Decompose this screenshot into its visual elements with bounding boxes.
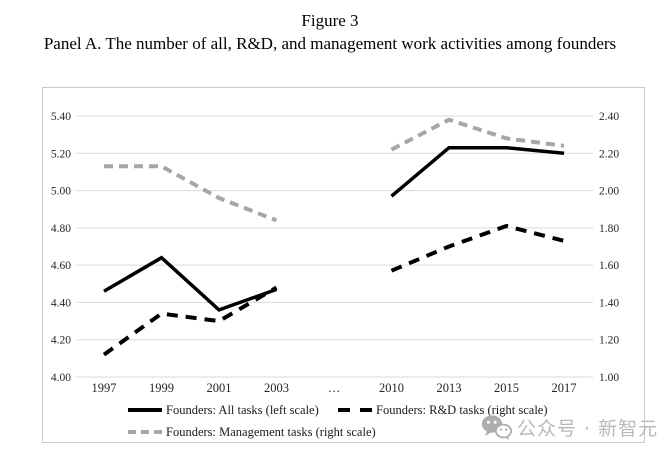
- left-axis-tick: 4.60: [51, 260, 71, 272]
- left-axis-tick: 5.20: [51, 148, 71, 160]
- x-axis-tick: 2013: [437, 381, 462, 395]
- legend-item: Founders: All tasks (left scale): [127, 403, 319, 417]
- legend-item: Founders: Management tasks (right scale): [127, 425, 376, 439]
- x-axis-tick: 1999: [149, 381, 174, 395]
- right-axis-tick: 1.00: [599, 372, 619, 384]
- legend-item: Founders: R&D tasks (right scale): [337, 403, 548, 417]
- left-axis-tick: 4.00: [51, 372, 71, 384]
- series-line: [103, 255, 278, 312]
- x-axis-tick: 1997: [92, 381, 117, 395]
- right-axis-tick: 2.20: [599, 148, 619, 160]
- x-axis-tick: …: [328, 381, 341, 395]
- x-axis-tick: 2001: [207, 381, 232, 395]
- left-axis-tick: 4.40: [51, 297, 71, 309]
- right-axis-tick: 1.60: [599, 260, 619, 272]
- right-axis-tick: 1.20: [599, 335, 619, 347]
- series-line: [102, 285, 278, 357]
- series-line: [390, 117, 565, 152]
- legend-line-sample: [338, 408, 372, 412]
- figure-title: Figure 3: [301, 11, 359, 30]
- line-chart: 5.40 2.40 5.20 2.20 5.00 2.00 4.80 1.80 4.60 1.60…: [51, 111, 620, 395]
- legend-line-sample: [128, 430, 162, 434]
- series-line: [390, 145, 565, 198]
- wechat-icon: [481, 415, 512, 440]
- legend-label: Founders: All tasks (left scale): [166, 402, 319, 417]
- left-axis-tick: 5.00: [51, 186, 71, 198]
- figure-title-block: Figure 3 Panel A. The number of all, R&D…: [0, 10, 660, 55]
- left-axis-tick: 4.20: [51, 335, 71, 347]
- left-axis-tick: 4.80: [51, 223, 71, 235]
- right-axis-tick: 2.00: [599, 186, 619, 198]
- watermark-text: 公众号 · 新智元: [517, 418, 659, 440]
- x-axis-tick: 2003: [264, 381, 289, 395]
- right-axis-tick: 1.40: [599, 297, 619, 309]
- watermark: 公众号 · 新智元: [481, 414, 658, 441]
- chart-panel: 5.40 2.40 5.20 2.20 5.00 2.00 4.80 1.80 4.60 1.60…: [42, 87, 645, 443]
- legend-line-sample: [128, 408, 162, 412]
- right-axis-tick: 1.80: [599, 223, 619, 235]
- right-axis-tick: 2.40: [599, 111, 619, 123]
- series-line: [390, 223, 565, 273]
- legend-label: Founders: Management tasks (right scale): [166, 424, 376, 439]
- figure-subtitle: Panel A. The number of all, R&D, and man…: [43, 34, 617, 53]
- x-axis-tick: 2010: [379, 381, 404, 395]
- legend-label: Founders: R&D tasks (right scale): [376, 402, 548, 417]
- series-line: [104, 164, 278, 223]
- x-axis-tick: 2017: [552, 381, 577, 395]
- x-axis-tick: 2015: [494, 381, 519, 395]
- left-axis-tick: 5.40: [51, 111, 71, 123]
